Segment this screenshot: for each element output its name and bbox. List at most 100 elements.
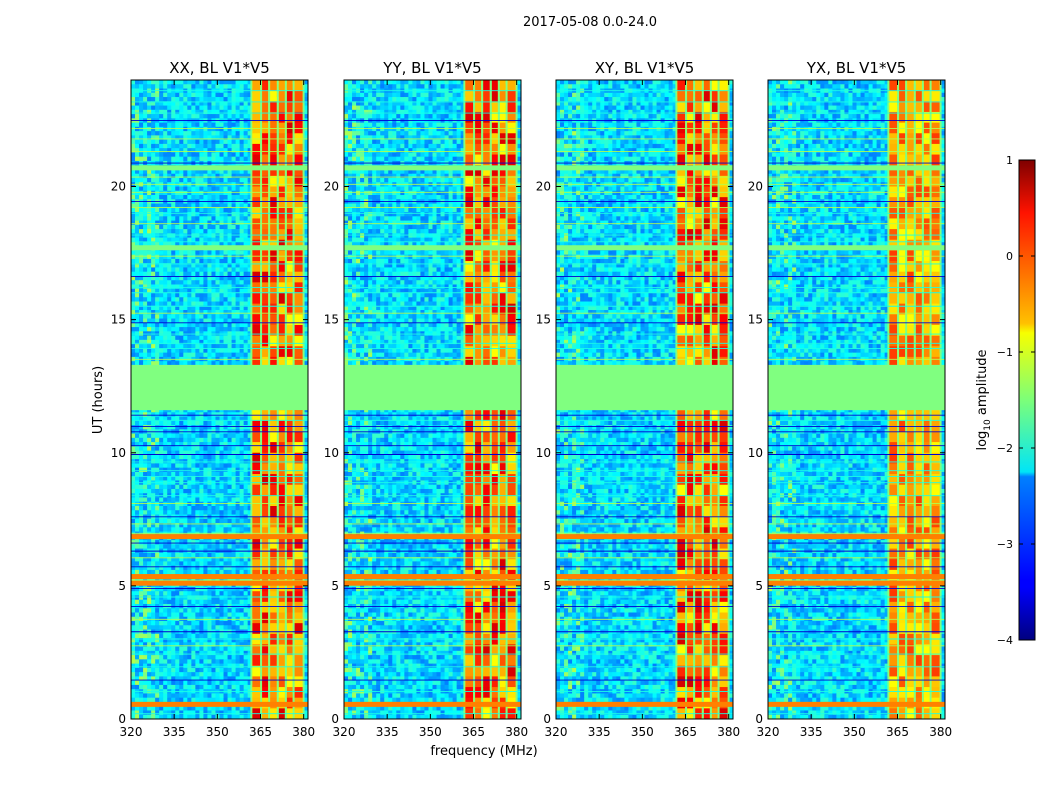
noise-cell (207, 288, 212, 294)
noise-cell (143, 114, 148, 119)
noise-cell (219, 518, 225, 524)
noise-cell (167, 416, 172, 422)
noise-cell (219, 156, 225, 162)
noise-cell (175, 109, 180, 115)
noise-cell (303, 518, 308, 524)
noise-cell (199, 552, 204, 558)
noise-cell (155, 561, 160, 567)
noise-cell (215, 318, 220, 324)
noise-cell (131, 446, 136, 452)
noise-cell (175, 454, 180, 460)
noise-cell (199, 518, 204, 524)
noise-cell (167, 327, 172, 332)
noise-cell (211, 301, 216, 307)
noise-cell (195, 463, 200, 469)
noise-cell (223, 463, 229, 469)
noise-cell (203, 284, 208, 290)
noise-cell (199, 305, 204, 311)
noise-cell (171, 408, 176, 413)
noise-cell (195, 122, 200, 128)
noise-cell (211, 425, 216, 430)
noise-cell (179, 80, 184, 85)
noise-cell (147, 288, 152, 294)
noise-cell (131, 412, 136, 418)
noise-cell (131, 297, 136, 303)
noise-cell (159, 416, 164, 422)
noise-cell (171, 92, 176, 98)
noise-cell (159, 510, 164, 516)
noise-cell (183, 297, 188, 303)
noise-cell (155, 267, 160, 273)
noise-cell (139, 467, 144, 473)
noise-cell (303, 186, 308, 192)
noise-cell (223, 344, 229, 349)
noise-cell (155, 450, 160, 456)
noise-cell (167, 344, 172, 349)
noise-cell (227, 327, 233, 332)
noise-cell (247, 148, 253, 153)
noise-cell (219, 297, 225, 303)
noise-cell (203, 92, 208, 98)
noise-cell (191, 84, 196, 90)
noise-cell (179, 344, 184, 349)
noise-cell (135, 301, 140, 307)
noise-cell (143, 467, 148, 473)
noise-cell (171, 322, 176, 328)
noise-cell (223, 288, 229, 294)
noise-cell (151, 488, 156, 494)
noise-cell (139, 280, 144, 285)
noise-cell (303, 557, 308, 562)
noise-cell (135, 207, 140, 213)
noise-cell (191, 143, 196, 149)
noise-cell (143, 497, 148, 503)
noise-cell (171, 139, 176, 145)
noise-cell (135, 484, 140, 490)
noise-cell (211, 318, 216, 324)
noise-cell (227, 501, 233, 507)
noise-cell (203, 344, 208, 349)
noise-cell (211, 339, 216, 345)
noise-cell (135, 425, 140, 430)
noise-cell (131, 122, 136, 128)
noise-cell (227, 518, 233, 524)
noise-cell (179, 224, 184, 230)
noise-cell (183, 348, 188, 354)
noise-cell (203, 237, 208, 243)
noise-cell (195, 241, 200, 247)
noise-cell (239, 263, 245, 268)
noise-cell (219, 488, 225, 494)
noise-cell (199, 156, 204, 162)
noise-cell (243, 139, 249, 145)
noise-cell (235, 544, 241, 550)
noise-cell (223, 271, 229, 277)
noise-cell (147, 280, 152, 285)
noise-cell (143, 544, 148, 550)
noise-cell (139, 510, 144, 516)
noise-cell (243, 488, 249, 494)
noise-cell (303, 105, 308, 111)
noise-cell (203, 152, 208, 158)
noise-cell (239, 229, 245, 234)
noise-cell (179, 544, 184, 550)
noise-cell (231, 229, 237, 234)
noise-cell (183, 241, 188, 247)
noise-cell (243, 143, 249, 149)
noise-cell (151, 280, 156, 285)
noise-cell (211, 267, 216, 273)
noise-cell (159, 506, 164, 511)
noise-cell (191, 195, 196, 200)
noise-cell (203, 433, 208, 439)
noise-cell (163, 552, 168, 558)
noise-cell (143, 156, 148, 162)
noise-cell (191, 280, 196, 285)
noise-cell (199, 510, 204, 516)
noise-cell (143, 518, 148, 524)
noise-cell (183, 122, 188, 128)
noise-cell (207, 139, 212, 145)
noise-cell (159, 433, 164, 439)
noise-cell (151, 126, 156, 132)
noise-cell (227, 408, 233, 413)
noise-cell (207, 327, 212, 332)
noise-cell (199, 527, 204, 533)
noise-cell (215, 293, 220, 298)
